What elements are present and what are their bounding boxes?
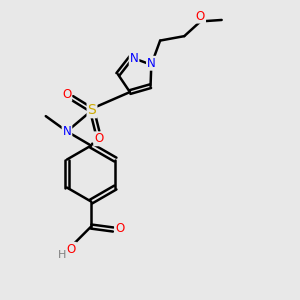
Text: O: O bbox=[67, 243, 76, 256]
Text: N: N bbox=[147, 57, 156, 70]
Text: S: S bbox=[88, 103, 96, 117]
Text: N: N bbox=[63, 125, 71, 138]
Text: O: O bbox=[94, 132, 104, 145]
Text: O: O bbox=[196, 10, 205, 22]
Text: N: N bbox=[130, 52, 138, 65]
Text: O: O bbox=[62, 88, 71, 101]
Text: O: O bbox=[115, 221, 124, 235]
Text: H: H bbox=[58, 250, 67, 260]
